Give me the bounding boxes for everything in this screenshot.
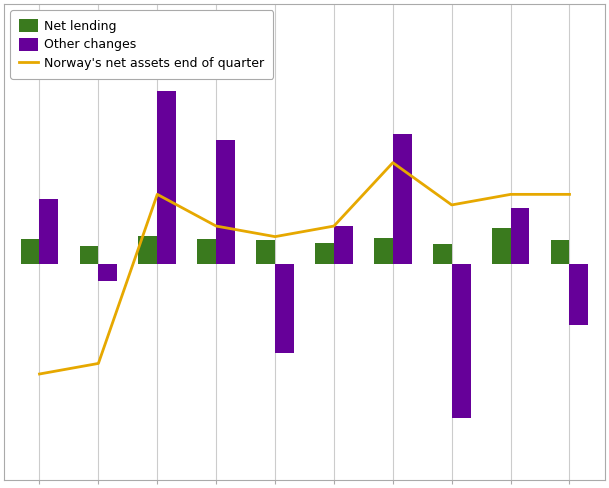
- Norway's net assets end of quarter: [507, 191, 514, 197]
- Bar: [569, 264, 588, 325]
- Bar: [216, 140, 235, 264]
- Bar: [551, 240, 569, 264]
- Bar: [80, 246, 99, 264]
- Bar: [374, 238, 393, 264]
- Bar: [510, 208, 529, 264]
- Bar: [99, 264, 118, 281]
- Bar: [197, 239, 216, 264]
- Bar: [40, 199, 58, 264]
- Bar: [138, 236, 157, 264]
- Norway's net assets end of quarter: [95, 361, 102, 366]
- Bar: [334, 226, 353, 264]
- Bar: [491, 228, 510, 264]
- Bar: [256, 240, 275, 264]
- Line: Norway's net assets end of quarter: Norway's net assets end of quarter: [40, 163, 569, 374]
- Norway's net assets end of quarter: [213, 223, 220, 229]
- Norway's net assets end of quarter: [330, 223, 337, 229]
- Norway's net assets end of quarter: [36, 371, 43, 377]
- Legend: Net lending, Other changes, Norway's net assets end of quarter: Net lending, Other changes, Norway's net…: [10, 10, 273, 79]
- Bar: [315, 243, 334, 264]
- Norway's net assets end of quarter: [272, 234, 279, 240]
- Norway's net assets end of quarter: [448, 202, 456, 208]
- Norway's net assets end of quarter: [566, 191, 573, 197]
- Bar: [275, 264, 294, 353]
- Bar: [433, 244, 452, 264]
- Norway's net assets end of quarter: [153, 191, 161, 197]
- Bar: [157, 91, 176, 264]
- Bar: [21, 239, 40, 264]
- Bar: [393, 134, 412, 264]
- Bar: [452, 264, 471, 418]
- Norway's net assets end of quarter: [389, 160, 396, 165]
